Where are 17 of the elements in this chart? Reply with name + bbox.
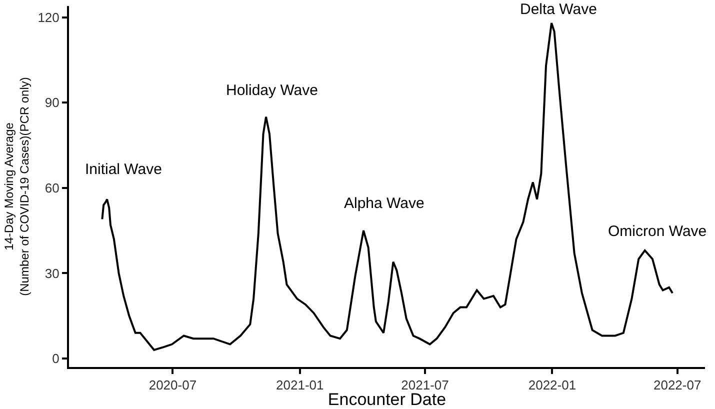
annotation: Holiday Wave xyxy=(226,82,318,99)
annotation: Initial Wave xyxy=(85,161,162,178)
x-tick-label: 2021-07 xyxy=(401,378,449,393)
annotation: Alpha Wave xyxy=(344,195,424,212)
y-axis-title: 14-Day Moving Average (Number of COVID-19 Cases)(PCR only) xyxy=(2,77,32,296)
y-tick-label: 30 xyxy=(44,266,60,281)
y-tick-label: 120 xyxy=(38,10,60,25)
x-tick-label: 2021-01 xyxy=(276,378,324,393)
annotation: Omicron Wave xyxy=(608,223,707,240)
y-tick-label: 0 xyxy=(52,351,60,366)
x-tick-label: 2022-07 xyxy=(653,378,702,393)
y-tick-label: 60 xyxy=(44,180,60,196)
y-tick-label: 90 xyxy=(44,95,60,110)
x-axis-title: Encounter Date xyxy=(328,390,446,409)
annotation: Delta Wave xyxy=(520,1,597,18)
x-tick-label: 2020-07 xyxy=(148,378,197,393)
x-tick-label: 2022-01 xyxy=(528,378,576,393)
